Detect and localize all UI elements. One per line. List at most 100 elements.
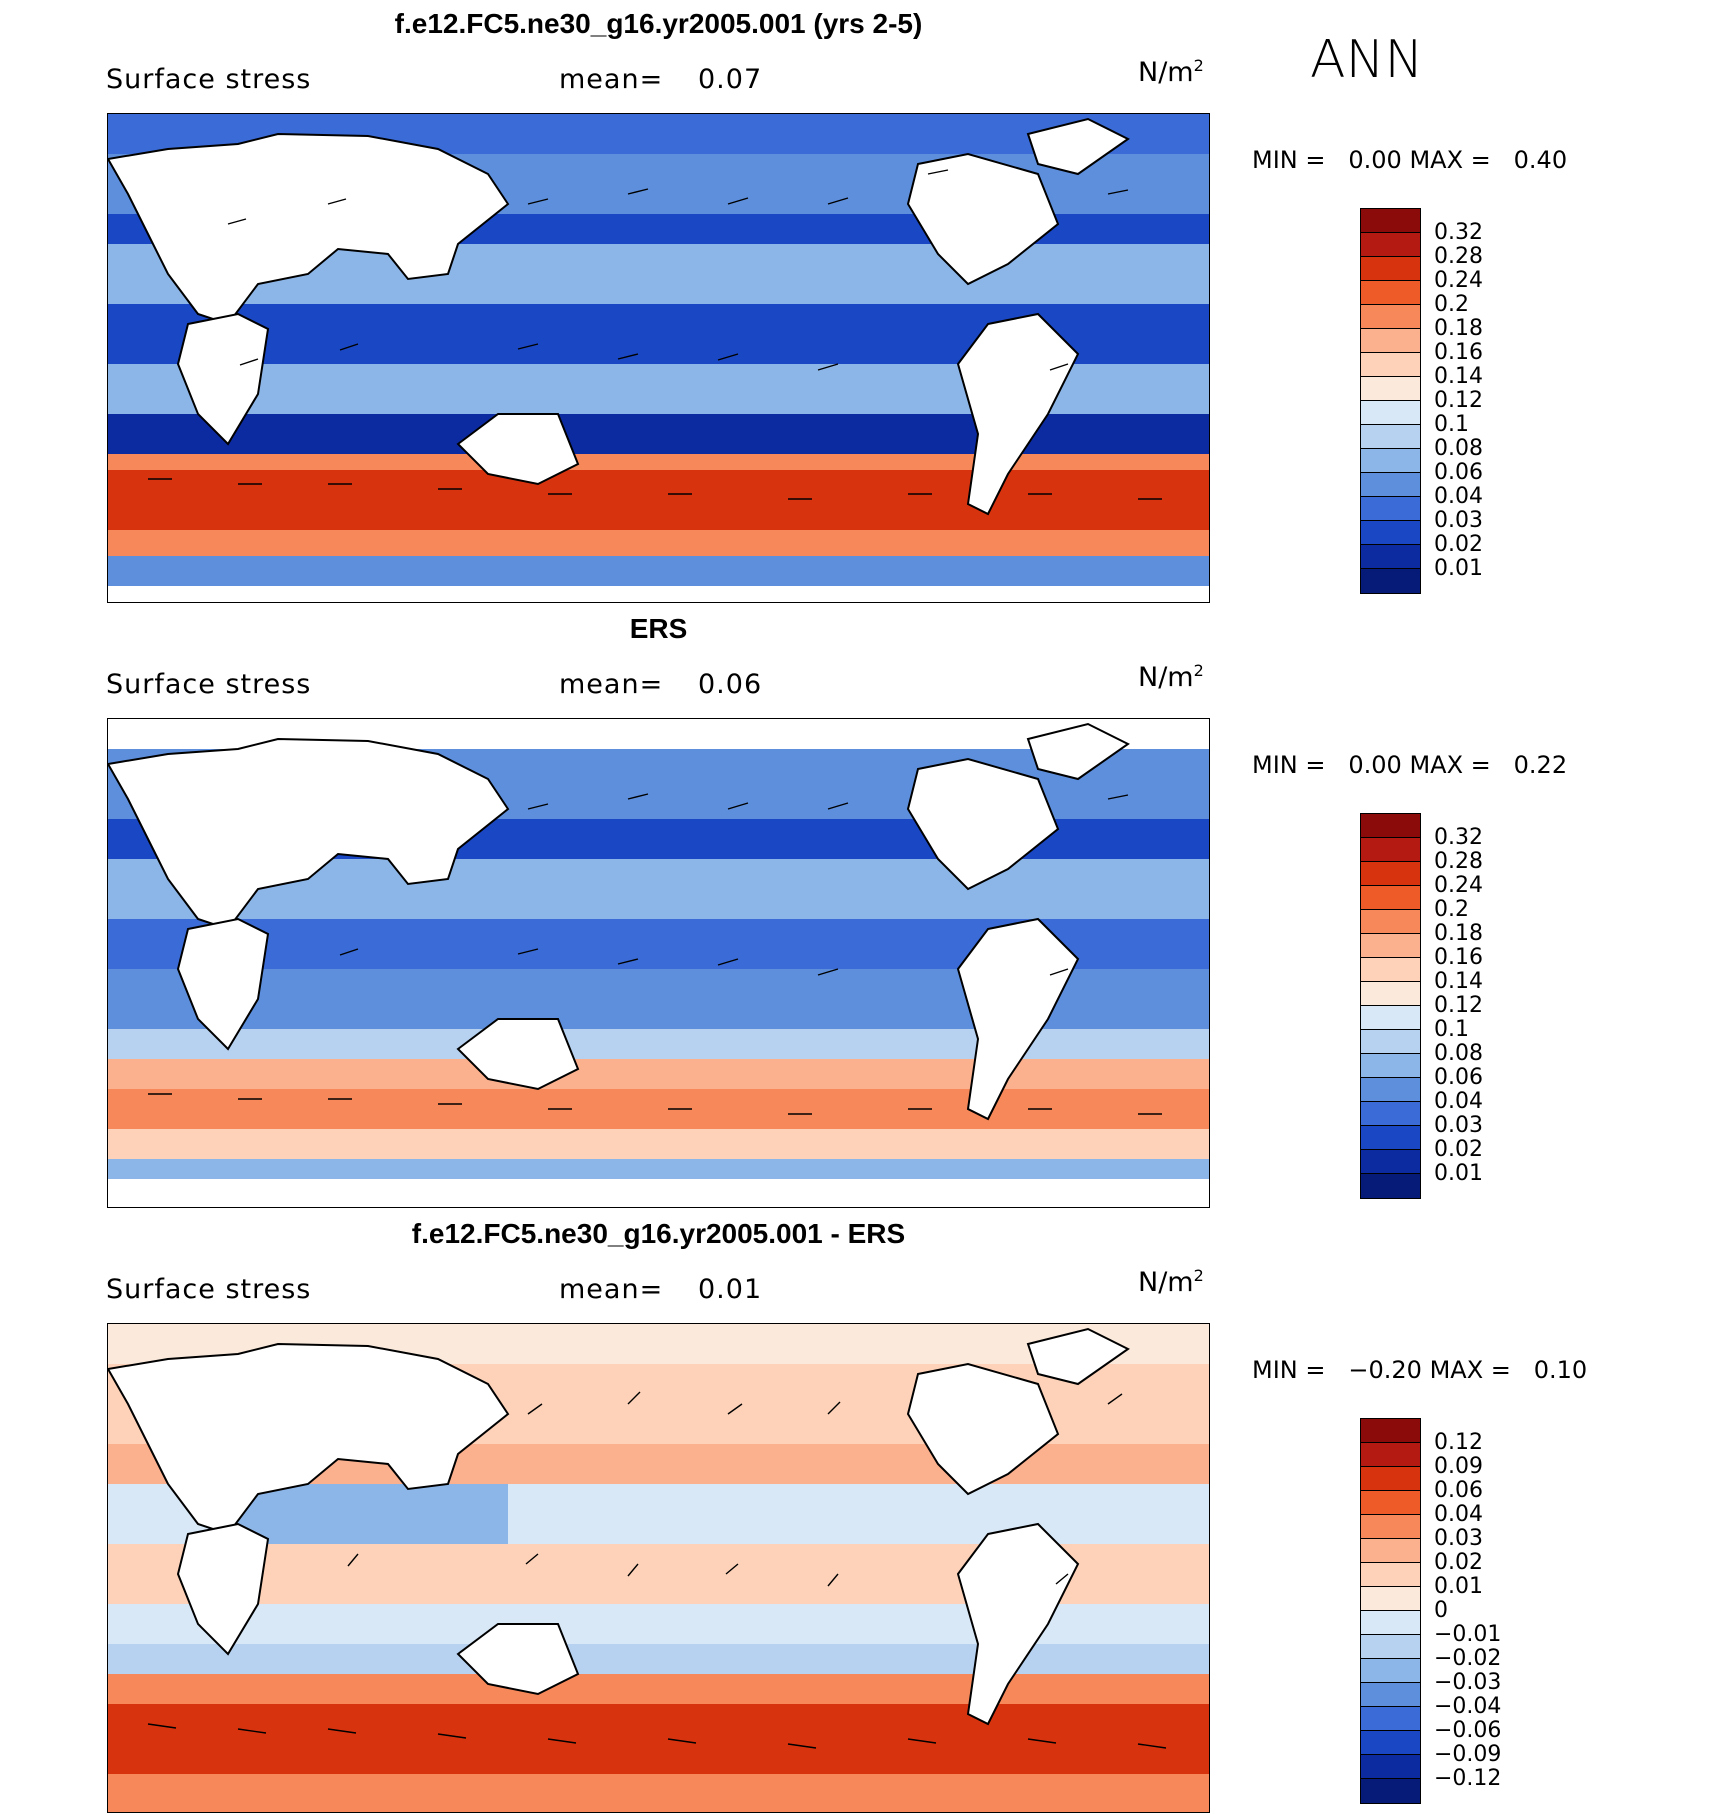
colorbar-label: 0.04 — [1434, 484, 1483, 509]
colorbar-swatch — [1361, 1102, 1420, 1126]
colorbar-label: 0.2 — [1434, 897, 1469, 922]
colorbar-swatch — [1361, 281, 1420, 305]
colorbar-label: 0.12 — [1434, 388, 1483, 413]
colorbar-label: 0.16 — [1434, 945, 1483, 970]
mean-value: 0.01 — [698, 1274, 763, 1305]
min-max-readout: MIN = 0.00 MAX = 0.40 — [1252, 146, 1568, 174]
colorbar-swatch — [1361, 1707, 1420, 1731]
colorbar-swatch — [1361, 353, 1420, 377]
colorbar-label: 0.12 — [1434, 993, 1483, 1018]
colorbar-label: 0.08 — [1434, 436, 1483, 461]
units-label: N/m2 — [1138, 661, 1204, 693]
variable-label: Surface stress — [106, 1274, 312, 1305]
colorbar-swatch — [1361, 1587, 1420, 1611]
colorbar-label: 0.32 — [1434, 825, 1483, 850]
colorbar-label: 0.12 — [1434, 1430, 1483, 1455]
colorbar-label: 0.14 — [1434, 364, 1483, 389]
colorbar-label: 0.06 — [1434, 460, 1483, 485]
colorbar-label: 0.02 — [1434, 1137, 1483, 1162]
colorbar-label: 0.03 — [1434, 508, 1483, 533]
colorbar-label: 0.01 — [1434, 1161, 1483, 1186]
colorbar — [1360, 208, 1421, 594]
mean-label: mean= — [559, 1274, 664, 1305]
colorbar-swatch — [1361, 1054, 1420, 1078]
colorbar-swatch — [1361, 934, 1420, 958]
map-panel-difference — [107, 1323, 1210, 1813]
colorbar-swatch — [1361, 1611, 1420, 1635]
colorbar-swatch — [1361, 1539, 1420, 1563]
colorbar-swatch — [1361, 1443, 1420, 1467]
mean-label: mean= — [559, 64, 664, 95]
mean-label: mean= — [559, 669, 664, 700]
colorbar-swatch — [1361, 521, 1420, 545]
colorbar-label: −0.02 — [1434, 1646, 1502, 1671]
colorbar-swatch — [1361, 1635, 1420, 1659]
colorbar-label: 0.09 — [1434, 1454, 1483, 1479]
colorbar-swatch — [1361, 1755, 1420, 1779]
min-max-readout: MIN = 0.00 MAX = 0.22 — [1252, 751, 1568, 779]
colorbar-swatch — [1361, 545, 1420, 569]
colorbar-swatch — [1361, 473, 1420, 497]
colorbar-label: 0.18 — [1434, 316, 1483, 341]
colorbar-swatch — [1361, 886, 1420, 910]
units-label: N/m2 — [1138, 56, 1204, 88]
colorbar-label: 0.06 — [1434, 1065, 1483, 1090]
colorbar-swatch — [1361, 1006, 1420, 1030]
colorbar-swatch — [1361, 982, 1420, 1006]
colorbar-label: 0.14 — [1434, 969, 1483, 994]
colorbar-label: 0.28 — [1434, 849, 1483, 874]
colorbar-swatch — [1361, 1126, 1420, 1150]
panel-model: f.e12.FC5.ne30_g16.yr2005.001 (yrs 2-5) … — [0, 0, 1710, 603]
colorbar-swatch — [1361, 1419, 1420, 1443]
colorbar-label: 0.03 — [1434, 1526, 1483, 1551]
colorbar-swatch — [1361, 1491, 1420, 1515]
colorbar-swatch — [1361, 497, 1420, 521]
colorbar-swatch — [1361, 838, 1420, 862]
panel-title: ERS — [629, 613, 688, 644]
colorbar-label: 0.16 — [1434, 340, 1483, 365]
colorbar-swatch — [1361, 1659, 1420, 1683]
colorbar-swatch — [1361, 1174, 1420, 1198]
colorbar-swatch — [1361, 425, 1420, 449]
colorbar-label: 0.04 — [1434, 1089, 1483, 1114]
colorbar-swatch — [1361, 1150, 1420, 1174]
mean-value: 0.06 — [698, 669, 763, 700]
colorbar-label: −0.12 — [1434, 1766, 1502, 1791]
colorbar-label: −0.06 — [1434, 1718, 1502, 1743]
colorbar-label: 0.03 — [1434, 1113, 1483, 1138]
variable-label: Surface stress — [106, 64, 312, 95]
colorbar-swatch — [1361, 1078, 1420, 1102]
panel-obs: ERS Surface stress mean= 0.06 N/m2 — [0, 605, 1710, 1208]
panel-difference: f.e12.FC5.ne30_g16.yr2005.001 - ERS Surf… — [0, 1210, 1710, 1813]
colorbar-swatch — [1361, 1731, 1420, 1755]
colorbar-label: 0.24 — [1434, 268, 1483, 293]
colorbar-swatch — [1361, 862, 1420, 886]
colorbar-swatch — [1361, 1779, 1420, 1803]
colorbar-label: 0.32 — [1434, 220, 1483, 245]
colorbar-label: −0.04 — [1434, 1694, 1502, 1719]
min-max-readout: MIN = −0.20 MAX = 0.10 — [1252, 1356, 1588, 1384]
colorbar-swatch — [1361, 1515, 1420, 1539]
colorbar-label: 0 — [1434, 1598, 1448, 1623]
colorbar-swatch — [1361, 233, 1420, 257]
colorbar-swatch — [1361, 569, 1420, 593]
colorbar-label: 0.04 — [1434, 1502, 1483, 1527]
colorbar-swatch — [1361, 257, 1420, 281]
panel-title: f.e12.FC5.ne30_g16.yr2005.001 - ERS — [411, 1218, 906, 1249]
colorbar-swatch — [1361, 401, 1420, 425]
colorbar-label: 0.08 — [1434, 1041, 1483, 1066]
colorbar-label: −0.01 — [1434, 1622, 1502, 1647]
colorbar-label: −0.09 — [1434, 1742, 1502, 1767]
colorbar-swatch — [1361, 209, 1420, 233]
colorbar-label: −0.03 — [1434, 1670, 1502, 1695]
colorbar-swatch — [1361, 1467, 1420, 1491]
colorbar-swatch — [1361, 1030, 1420, 1054]
colorbar-swatch — [1361, 305, 1420, 329]
colorbar-swatch — [1361, 958, 1420, 982]
colorbar-label: 0.1 — [1434, 412, 1469, 437]
colorbar-label: 0.1 — [1434, 1017, 1469, 1042]
colorbar-swatch — [1361, 1563, 1420, 1587]
colorbar-swatch — [1361, 910, 1420, 934]
colorbar-label: 0.01 — [1434, 556, 1483, 581]
colorbar-label: 0.18 — [1434, 921, 1483, 946]
